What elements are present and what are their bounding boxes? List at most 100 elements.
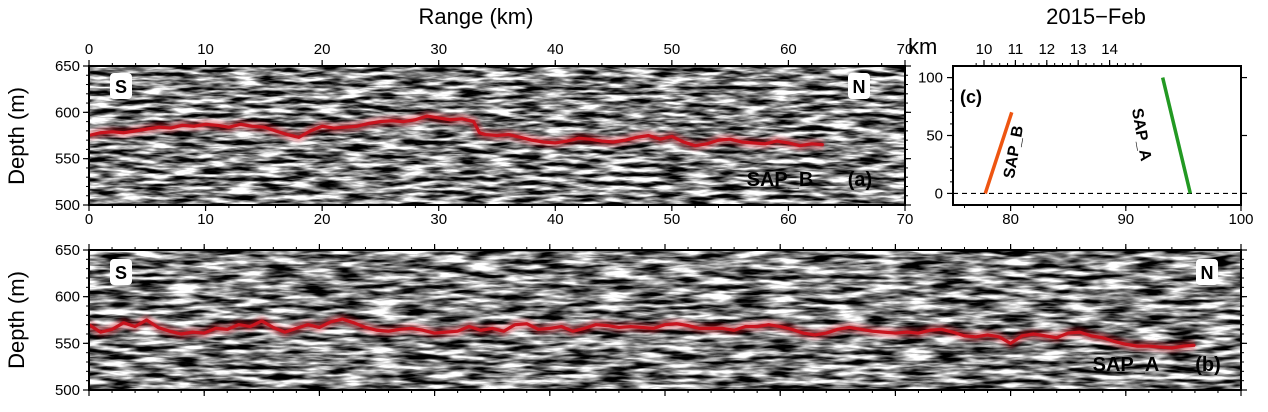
pick-point bbox=[181, 124, 184, 127]
pick-point bbox=[228, 126, 230, 128]
pick-point bbox=[756, 325, 758, 328]
pick-point bbox=[134, 325, 136, 328]
pick-point bbox=[636, 136, 638, 139]
pick-point bbox=[710, 327, 712, 330]
pick-point bbox=[484, 133, 487, 136]
pick-point bbox=[437, 117, 440, 119]
x-tick-label-top: 50 bbox=[664, 41, 681, 58]
pick-point bbox=[698, 327, 701, 330]
x-tick-label-top: 20 bbox=[314, 41, 331, 58]
x-tick-label-bottom: 0 bbox=[85, 211, 93, 228]
pick-point bbox=[1148, 345, 1150, 347]
pick-point bbox=[848, 326, 851, 329]
pick-point bbox=[1032, 333, 1035, 335]
pick-point bbox=[307, 323, 309, 326]
pick-point bbox=[399, 328, 401, 331]
pick-point bbox=[433, 332, 436, 334]
pick-point bbox=[203, 332, 205, 334]
pick-point bbox=[272, 326, 275, 329]
pick-point bbox=[612, 141, 615, 143]
pick-point bbox=[479, 329, 482, 332]
pick-point bbox=[860, 328, 862, 331]
pick-point bbox=[577, 137, 580, 140]
pick-point bbox=[226, 328, 229, 331]
pick-point bbox=[767, 323, 770, 326]
pick-point bbox=[514, 323, 517, 326]
pick-point bbox=[1182, 345, 1185, 347]
panel-a-south-label: S bbox=[115, 77, 127, 97]
pick-point bbox=[321, 125, 323, 128]
x-tick-label-bottom: 50 bbox=[664, 211, 681, 228]
pick-point bbox=[237, 323, 240, 326]
pick-point bbox=[169, 127, 172, 129]
panel-c-ticks: 0 50 100 80 90 100 10 11 12 13 14 bbox=[918, 41, 1254, 228]
pick-point bbox=[216, 124, 219, 127]
panel-b-ticks: 500 550 600 650 bbox=[55, 242, 1247, 399]
x-tick-label-bottom: 70 bbox=[897, 211, 914, 228]
pick-point bbox=[929, 329, 931, 332]
pick-point bbox=[298, 136, 300, 139]
c-x-tick-label: 90 bbox=[1117, 211, 1134, 228]
pick-point bbox=[204, 123, 207, 126]
pick-point bbox=[261, 320, 263, 322]
panel-c-top-xlabel: 2015−Feb bbox=[1046, 4, 1146, 29]
panel-a-horizon-pick bbox=[89, 111, 825, 151]
pick-point bbox=[787, 142, 790, 144]
pick-point bbox=[741, 141, 743, 143]
pick-point bbox=[379, 120, 382, 123]
pick-point bbox=[356, 125, 358, 128]
panel-b-profile-name: SAP_A bbox=[1093, 354, 1160, 376]
c-date-tick-label: 11 bbox=[1008, 41, 1024, 58]
pick-point bbox=[618, 326, 620, 329]
x-tick-label-top: 40 bbox=[547, 41, 564, 58]
pick-point bbox=[652, 327, 655, 330]
panel-a-profile-name: SAP_B bbox=[747, 169, 814, 191]
pick-point bbox=[595, 323, 597, 326]
panel-a-ticks: 500 550 600 650 0 0 10 10 20 20 30 30 40 40 50 50 60 60 70… bbox=[55, 41, 913, 228]
pick-point bbox=[99, 331, 102, 333]
panel-b-seismic-image bbox=[89, 250, 1241, 390]
pick-point bbox=[894, 332, 897, 334]
pick-point bbox=[461, 118, 463, 120]
pick-point bbox=[502, 330, 505, 333]
pick-point bbox=[629, 325, 632, 328]
x-tick-label-bottom: 30 bbox=[430, 211, 447, 228]
y-tick-label: 600 bbox=[55, 289, 80, 306]
pick-point bbox=[525, 322, 528, 325]
series-line-sap-b bbox=[983, 111, 1014, 194]
pick-point bbox=[414, 118, 417, 121]
panel-a-sap-b: 500 550 600 650 0 0 10 10 20 20 30 30 40 40 50 50 60 60 70… bbox=[4, 4, 913, 228]
pick-point bbox=[729, 138, 731, 141]
pick-point bbox=[263, 126, 265, 128]
pick-point bbox=[274, 130, 277, 132]
panel-a-top-xlabel: Range (km) bbox=[419, 4, 534, 29]
pick-point bbox=[468, 325, 470, 328]
pick-point bbox=[813, 334, 816, 336]
pick-point bbox=[601, 140, 603, 142]
pick-point bbox=[542, 141, 545, 143]
pick-point bbox=[744, 325, 747, 328]
pick-point bbox=[472, 120, 475, 123]
pick-point bbox=[367, 122, 370, 125]
pick-point bbox=[641, 326, 643, 329]
pick-point bbox=[687, 324, 689, 327]
pick-point bbox=[1113, 340, 1116, 343]
pick-point bbox=[717, 139, 720, 141]
pick-point bbox=[318, 326, 321, 329]
pick-point bbox=[284, 331, 286, 333]
pick-point bbox=[790, 328, 793, 331]
pick-point bbox=[572, 330, 574, 333]
pick-point bbox=[822, 143, 825, 146]
pick-point bbox=[478, 131, 481, 134]
pick-point bbox=[111, 130, 114, 133]
pick-point bbox=[295, 327, 298, 330]
pick-point bbox=[251, 125, 253, 128]
x-tick-label-top: 70 bbox=[897, 41, 914, 58]
pick-point bbox=[825, 332, 828, 334]
pick-point bbox=[456, 330, 459, 333]
pick-point bbox=[537, 328, 540, 331]
pick-point bbox=[837, 328, 839, 331]
y-tick-label: 650 bbox=[55, 58, 80, 75]
